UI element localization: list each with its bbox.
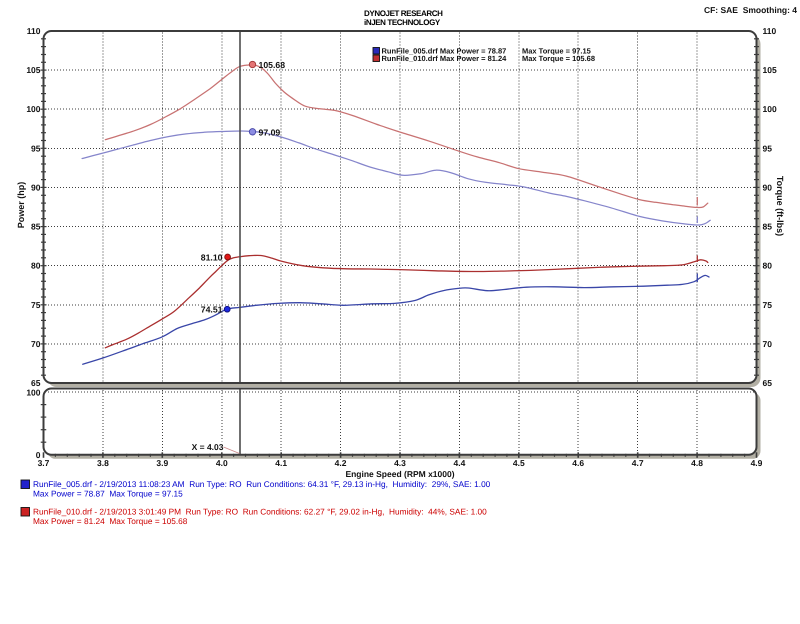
svg-text:80: 80 [31, 261, 41, 271]
svg-text:110: 110 [763, 26, 777, 36]
svg-text:CF: SAE Smoothing: 4: CF: SAE Smoothing: 4 [704, 5, 797, 15]
svg-text:110: 110 [27, 26, 41, 36]
svg-text:74.51: 74.51 [201, 305, 223, 315]
svg-text:3.8: 3.8 [97, 458, 109, 468]
svg-text:Max Torque = 105.68: Max Torque = 105.68 [522, 54, 595, 63]
svg-text:65: 65 [763, 378, 773, 388]
svg-text:Max Power = 78.87 Max Torque: Max Power = 78.87 Max Torque = 97.15 [33, 489, 183, 499]
svg-text:100: 100 [26, 104, 40, 114]
svg-text:Power (hp): Power (hp) [16, 182, 26, 229]
svg-text:RunFile_010.drf Max Power = 81: RunFile_010.drf Max Power = 81.24 [382, 54, 508, 63]
svg-text:Max Torque = 97.15: Max Torque = 97.15 [522, 47, 591, 56]
svg-text:4.9: 4.9 [751, 458, 763, 468]
svg-text:65: 65 [31, 378, 41, 388]
svg-text:85: 85 [763, 222, 773, 232]
svg-text:95: 95 [31, 143, 41, 153]
svg-text:4.2: 4.2 [335, 458, 347, 468]
svg-text:RunFile_005.drf - 2/19/2013 11: RunFile_005.drf - 2/19/2013 11:08:23 AM … [33, 479, 491, 489]
svg-text:97.09: 97.09 [259, 127, 281, 137]
svg-text:iNJEN TECHNOLOGY: iNJEN TECHNOLOGY [364, 18, 441, 27]
svg-text:Torque (ft-lbs): Torque (ft-lbs) [775, 176, 785, 236]
svg-text:90: 90 [31, 182, 41, 192]
svg-text:75: 75 [763, 300, 773, 310]
svg-text:70: 70 [763, 339, 773, 349]
svg-text:70: 70 [31, 339, 41, 349]
svg-text:4.1: 4.1 [275, 458, 287, 468]
svg-text:100: 100 [763, 104, 777, 114]
svg-text:105: 105 [26, 65, 40, 75]
svg-text:Max Power = 81.24 Max Torque: Max Power = 81.24 Max Torque = 105.68 [33, 516, 188, 526]
svg-text:RunFile_010.drf - 2/19/2013 3:: RunFile_010.drf - 2/19/2013 3:01:49 PM R… [33, 507, 487, 517]
svg-text:3.9: 3.9 [156, 458, 168, 468]
svg-text:105: 105 [763, 65, 777, 75]
svg-text:DYNOJET RESEARCH: DYNOJET RESEARCH [364, 9, 443, 18]
svg-text:4.4: 4.4 [453, 458, 465, 468]
svg-text:4.7: 4.7 [632, 458, 644, 468]
svg-text:X = 4.03: X = 4.03 [192, 442, 224, 452]
svg-text:4.8: 4.8 [691, 458, 703, 468]
svg-text:4.6: 4.6 [572, 458, 584, 468]
svg-text:4.3: 4.3 [394, 458, 406, 468]
svg-text:81.10: 81.10 [201, 253, 223, 263]
svg-text:4.5: 4.5 [513, 458, 525, 468]
svg-text:3.7: 3.7 [38, 458, 50, 468]
svg-text:4.0: 4.0 [216, 458, 228, 468]
svg-text:90: 90 [763, 182, 773, 192]
svg-text:100: 100 [26, 387, 40, 397]
svg-text:75: 75 [31, 300, 41, 310]
svg-text:Engine Speed (RPM x1000): Engine Speed (RPM x1000) [345, 469, 454, 479]
svg-text:85: 85 [31, 222, 41, 232]
svg-text:105.68: 105.68 [259, 60, 286, 70]
svg-text:95: 95 [763, 143, 773, 153]
svg-text:RunFile_005.drf Max Power = 78: RunFile_005.drf Max Power = 78.87 [382, 47, 507, 56]
svg-text:80: 80 [763, 261, 773, 271]
svg-text:0: 0 [36, 450, 41, 460]
